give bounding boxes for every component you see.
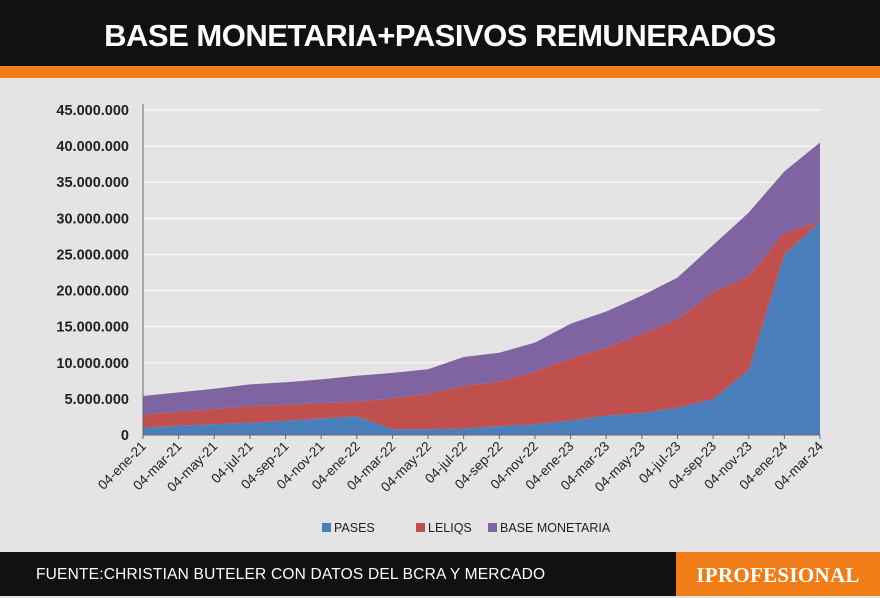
footer-bar: FUENTE:CHRISTIAN BUTELER CON DATOS DEL B… <box>0 552 880 596</box>
y-tick-label: 40.000.000 <box>56 139 129 155</box>
legend: PASES LELIQS BASE MONETARIA <box>322 521 611 535</box>
chart-title: BASE MONETARIA+PASIVOS REMUNERADOS <box>104 18 776 53</box>
y-tick-label: 0 <box>121 428 129 444</box>
area-pases <box>143 221 820 435</box>
grid-lines <box>143 109 820 400</box>
legend-label-pases: PASES <box>334 521 375 535</box>
legend-swatch-leliqs <box>416 523 425 532</box>
y-tick-label: 45.000.000 <box>56 103 129 119</box>
accent-band <box>0 66 880 78</box>
legend-label-base-monetaria: BASE MONETARIA <box>500 521 611 535</box>
brand-logo: IPROFESIONAL <box>696 563 860 587</box>
brand-box: IPROFESIONAL <box>676 552 880 596</box>
legend-swatch-pases <box>322 523 331 532</box>
legend-swatch-base-monetaria <box>488 523 497 532</box>
x-axis-ticks: 04-ene-2104-mar-2104-may-2104-jul-2104-s… <box>95 435 826 495</box>
y-tick-label: 30.000.000 <box>56 211 129 227</box>
series-areas <box>143 142 820 435</box>
area-base-monetaria <box>143 142 820 415</box>
axes <box>142 104 820 436</box>
chart-area: 0 5.000.000 10.000.000 15.000.000 20.000.000… <box>0 78 880 552</box>
y-tick-label: 20.000.000 <box>56 284 129 300</box>
legend-label-leliqs: LELIQS <box>428 521 472 535</box>
source-note: FUENTE:CHRISTIAN BUTELER CON DATOS DEL B… <box>36 566 546 583</box>
header-bar: BASE MONETARIA+PASIVOS REMUNERADOS <box>0 0 880 66</box>
area-leliqs <box>143 221 820 430</box>
y-tick-label: 10.000.000 <box>56 356 129 372</box>
y-tick-label: 35.000.000 <box>56 175 129 191</box>
y-tick-label: 25.000.000 <box>56 247 129 263</box>
y-tick-label: 15.000.000 <box>56 320 129 336</box>
y-tick-label: 5.000.000 <box>64 392 129 408</box>
y-axis-ticks: 0 5.000.000 10.000.000 15.000.000 20.000.000… <box>56 103 129 444</box>
stacked-area-chart: 0 5.000.000 10.000.000 15.000.000 20.000.000… <box>56 103 826 535</box>
